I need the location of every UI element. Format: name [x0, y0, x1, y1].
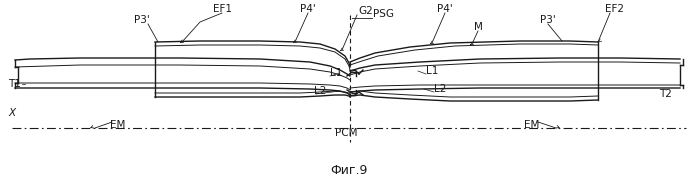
Text: P3': P3' — [540, 15, 556, 25]
Text: G2: G2 — [358, 6, 373, 16]
Text: EF1: EF1 — [212, 4, 232, 14]
Text: P3': P3' — [134, 15, 150, 25]
Text: L2: L2 — [434, 84, 447, 94]
Text: PCM: PCM — [335, 128, 357, 138]
Text: P4': P4' — [300, 4, 316, 14]
Text: PSG: PSG — [373, 9, 394, 19]
Text: EM: EM — [524, 120, 540, 130]
Text: EF2: EF2 — [605, 4, 625, 14]
Text: T2: T2 — [659, 89, 672, 99]
Text: L1: L1 — [426, 66, 438, 76]
Text: Фиг.9: Фиг.9 — [330, 163, 368, 177]
Text: L2: L2 — [314, 86, 327, 96]
Text: T1: T1 — [8, 79, 21, 89]
Text: EM: EM — [110, 120, 126, 130]
Text: L1: L1 — [330, 68, 343, 78]
Text: M: M — [473, 22, 482, 32]
Text: P4': P4' — [437, 4, 453, 14]
Text: X: X — [8, 108, 15, 118]
